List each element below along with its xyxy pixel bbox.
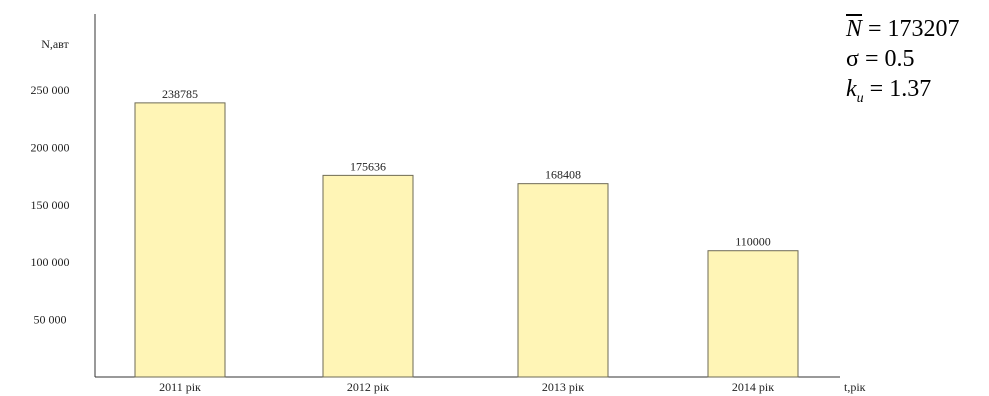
- data-label-0: 238785: [162, 87, 198, 101]
- y-tick-label-4: 250 000: [31, 83, 70, 97]
- data-label-1: 175636: [350, 159, 386, 173]
- y-tick-label-0: 50 000: [34, 313, 67, 327]
- bar-3: [707, 250, 799, 378]
- bar-0: [134, 102, 226, 378]
- y-tick-label-3: 200 000: [31, 140, 70, 154]
- y-axis-label: N,авт: [41, 37, 69, 51]
- x-tick-label-2: 2013 рік: [542, 380, 584, 394]
- variation-coefficient-row: ku = 1.37: [846, 74, 960, 114]
- x-tick-label-3: 2014 рік: [732, 380, 774, 394]
- x-axis-label: t,рік: [844, 380, 866, 394]
- sigma-symbol: σ: [846, 46, 859, 72]
- x-tick-label-1: 2012 рік: [347, 380, 389, 394]
- data-label-3: 110000: [735, 235, 771, 249]
- k-value: = 1.37: [869, 76, 932, 102]
- sigma-row: σ = 0.5: [846, 44, 960, 74]
- sigma-value: = 0.5: [864, 46, 915, 72]
- bar-2: [517, 183, 609, 378]
- x-tick-label-0: 2011 рік: [159, 380, 201, 394]
- y-tick-label-2: 150 000: [31, 198, 70, 212]
- k-symbol: k: [846, 76, 857, 102]
- data-label-2: 168408: [545, 168, 581, 182]
- statistics-panel: N = 173207 σ = 0.5 ku = 1.37: [846, 14, 960, 114]
- k-subscript: u: [856, 90, 864, 106]
- mean-row: N = 173207: [846, 14, 960, 44]
- bar-1: [322, 174, 414, 378]
- mean-value: = 173207: [868, 16, 960, 42]
- mean-symbol: N: [846, 16, 863, 42]
- y-tick-label-1: 100 000: [31, 255, 70, 269]
